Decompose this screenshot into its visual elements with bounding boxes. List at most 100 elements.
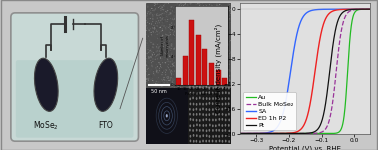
Circle shape (196, 86, 198, 89)
Point (164, 40, 170, 42)
Point (195, 38, 201, 40)
Point (178, 40, 184, 42)
Point (217, 61, 223, 64)
Point (183, 34, 189, 36)
Point (207, 2, 213, 4)
Point (181, 47, 187, 50)
Point (171, 72, 177, 75)
Point (181, 17, 187, 20)
Circle shape (195, 108, 197, 111)
Point (201, 22, 208, 25)
Point (210, 17, 216, 19)
Point (206, 64, 212, 66)
Point (217, 86, 223, 88)
Point (213, 8, 219, 10)
Point (152, 4, 158, 7)
Point (225, 76, 231, 79)
Point (170, 28, 176, 30)
Point (213, 40, 219, 42)
Point (212, 63, 218, 66)
Circle shape (209, 135, 210, 138)
Point (156, 76, 162, 79)
Point (207, 15, 213, 17)
Point (166, 51, 172, 53)
Point (224, 42, 230, 44)
Point (212, 9, 218, 12)
Pt (325, 92, 329, 94)
Point (191, 81, 197, 83)
Point (218, 66, 225, 68)
Point (188, 78, 194, 81)
Point (161, 32, 167, 34)
Point (200, 86, 206, 88)
Point (192, 64, 198, 67)
Point (198, 66, 204, 69)
Point (164, 76, 170, 78)
Point (184, 80, 190, 83)
Point (181, 73, 187, 75)
Point (195, 29, 201, 32)
Point (219, 60, 225, 63)
Point (217, 70, 223, 72)
Point (204, 10, 210, 12)
Point (186, 51, 192, 53)
Point (176, 69, 182, 72)
Point (173, 46, 179, 49)
Point (212, 34, 218, 36)
Point (180, 3, 186, 6)
Point (152, 10, 158, 12)
Point (212, 45, 218, 48)
Point (173, 62, 179, 65)
Point (158, 57, 164, 60)
Point (227, 18, 233, 20)
Point (151, 25, 157, 27)
Point (180, 17, 186, 19)
Point (153, 50, 160, 52)
Point (225, 71, 231, 74)
Point (163, 44, 169, 46)
Point (150, 20, 156, 23)
Y-axis label: Number of
nanocrystals: Number of nanocrystals (161, 34, 169, 57)
Point (146, 22, 152, 25)
Point (222, 37, 228, 40)
Point (163, 28, 169, 30)
Point (154, 66, 160, 68)
Point (224, 80, 230, 82)
Point (181, 15, 187, 17)
Point (164, 39, 170, 42)
Point (197, 14, 203, 17)
Point (172, 58, 178, 60)
Point (151, 2, 157, 5)
Point (210, 72, 216, 75)
Point (152, 27, 158, 29)
Point (187, 3, 193, 5)
Point (182, 76, 188, 78)
Point (147, 56, 153, 58)
Point (149, 23, 155, 25)
Point (218, 16, 224, 18)
Point (218, 82, 225, 85)
Point (221, 30, 227, 32)
Point (200, 75, 206, 77)
Point (167, 61, 173, 63)
Point (179, 9, 185, 12)
Point (218, 19, 225, 22)
Point (186, 60, 192, 63)
Circle shape (195, 140, 197, 143)
Point (218, 17, 224, 20)
Point (159, 2, 165, 4)
Circle shape (209, 102, 210, 105)
Point (165, 67, 171, 70)
Circle shape (222, 97, 223, 100)
Point (196, 43, 202, 45)
Point (159, 12, 165, 15)
Point (156, 50, 162, 52)
Point (215, 49, 221, 52)
Point (154, 82, 160, 85)
Point (222, 62, 228, 64)
Point (198, 36, 204, 38)
Point (212, 17, 218, 19)
Point (199, 10, 205, 13)
Point (227, 21, 233, 24)
Point (163, 37, 169, 39)
